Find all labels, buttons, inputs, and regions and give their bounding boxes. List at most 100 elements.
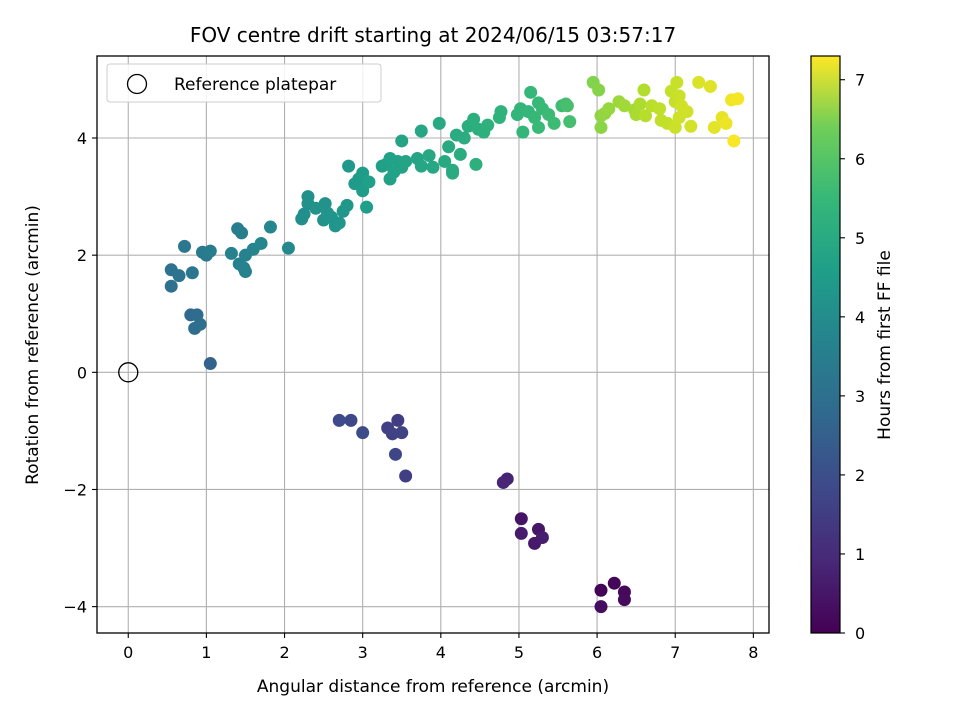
legend-entry-reference: Reference platepar	[174, 75, 336, 95]
data-point	[224, 246, 238, 260]
data-point	[342, 159, 356, 173]
y-tick-label: 2	[77, 246, 87, 265]
colorbar-tick-label: 6	[855, 150, 865, 169]
colorbar: 0 1 2 3 4 5 6 7 Hours from first FF file	[810, 55, 895, 643]
data-point	[362, 175, 376, 189]
data-point	[442, 140, 456, 154]
colorbar-ticks: 0 1 2 3 4 5 6 7	[840, 71, 865, 643]
x-axis-ticks: 0 1 2 3 4 5 6 7 8	[123, 633, 758, 662]
colorbar-tick-label: 4	[855, 308, 865, 327]
data-point	[719, 116, 733, 130]
data-point	[399, 154, 413, 168]
colorbar-gradient	[810, 55, 841, 634]
data-point	[360, 200, 374, 214]
x-tick-label: 0	[123, 643, 133, 662]
data-point	[680, 105, 694, 119]
x-tick-label: 1	[201, 643, 211, 662]
y-tick-label: −2	[63, 480, 87, 499]
data-point	[414, 124, 428, 138]
colorbar-tick-label: 0	[855, 624, 865, 643]
data-point	[457, 131, 471, 145]
data-point	[297, 207, 311, 221]
data-point	[235, 226, 249, 240]
data-point	[594, 120, 608, 134]
data-point	[438, 154, 452, 168]
data-point	[514, 512, 528, 526]
data-point	[602, 102, 616, 116]
data-point	[238, 265, 252, 279]
data-point	[703, 79, 717, 93]
y-axis-label: Rotation from reference (arcmin)	[23, 205, 43, 485]
reference-marker	[118, 362, 139, 383]
y-tick-label: 4	[77, 129, 87, 148]
x-tick-label: 6	[592, 643, 602, 662]
data-point	[395, 134, 409, 148]
data-point	[692, 75, 706, 89]
data-point	[531, 120, 545, 134]
colorbar-tick-label: 7	[855, 71, 865, 90]
data-point	[356, 426, 370, 440]
chart-title: FOV centre drift starting at 2024/06/15 …	[190, 23, 676, 47]
data-point	[426, 160, 440, 174]
data-point	[633, 97, 647, 111]
data-point	[178, 239, 192, 253]
x-tick-label: 4	[436, 643, 446, 662]
data-point	[668, 120, 682, 134]
data-point	[560, 99, 574, 113]
data-point	[469, 157, 483, 171]
data-point	[395, 426, 409, 440]
data-point	[203, 244, 217, 258]
data-point	[707, 120, 721, 134]
data-point	[563, 115, 577, 129]
data-points	[164, 75, 745, 614]
data-point	[172, 269, 186, 283]
data-point	[637, 83, 651, 97]
plot-frame	[96, 55, 770, 634]
data-point	[391, 413, 405, 427]
data-point	[193, 317, 207, 331]
data-point	[594, 583, 608, 597]
data-point	[432, 116, 446, 130]
x-tick-label: 5	[514, 643, 524, 662]
legend-marker-icon	[126, 73, 148, 95]
x-tick-label: 8	[748, 643, 758, 662]
x-tick-label: 3	[358, 643, 368, 662]
colorbar-label: Hours from first FF file	[875, 250, 895, 440]
legend-box	[106, 63, 382, 103]
colorbar-tick-label: 2	[855, 466, 865, 485]
data-point	[592, 83, 606, 97]
legend: Reference platepar	[106, 63, 382, 103]
y-tick-label: 0	[77, 363, 87, 382]
data-point	[617, 593, 631, 607]
data-point	[639, 109, 653, 123]
colorbar-tick-label: 1	[855, 545, 865, 564]
colorbar-tick-label: 5	[855, 229, 865, 248]
data-point	[332, 216, 346, 230]
data-point	[422, 149, 436, 163]
x-axis-label: Angular distance from reference (arcmin)	[257, 677, 609, 697]
data-point	[727, 134, 741, 148]
data-point	[185, 266, 199, 280]
data-point	[254, 236, 268, 250]
data-point	[594, 600, 608, 614]
data-point	[399, 469, 413, 483]
data-point	[340, 198, 354, 212]
data-point	[731, 92, 745, 106]
data-point	[494, 105, 508, 119]
data-point	[344, 413, 358, 427]
data-point	[617, 99, 631, 113]
data-point	[467, 112, 481, 126]
data-point	[684, 119, 698, 133]
data-point	[672, 89, 686, 103]
grid-lines	[97, 56, 769, 633]
data-point	[653, 102, 667, 116]
colorbar-tick-label: 3	[855, 387, 865, 406]
data-point	[203, 357, 217, 371]
data-point	[388, 447, 402, 461]
x-tick-label: 2	[279, 643, 289, 662]
y-axis-ticks: −4 −2 0 2 4	[63, 129, 97, 617]
data-point	[496, 475, 510, 489]
data-point	[535, 531, 549, 545]
data-point	[453, 147, 467, 161]
